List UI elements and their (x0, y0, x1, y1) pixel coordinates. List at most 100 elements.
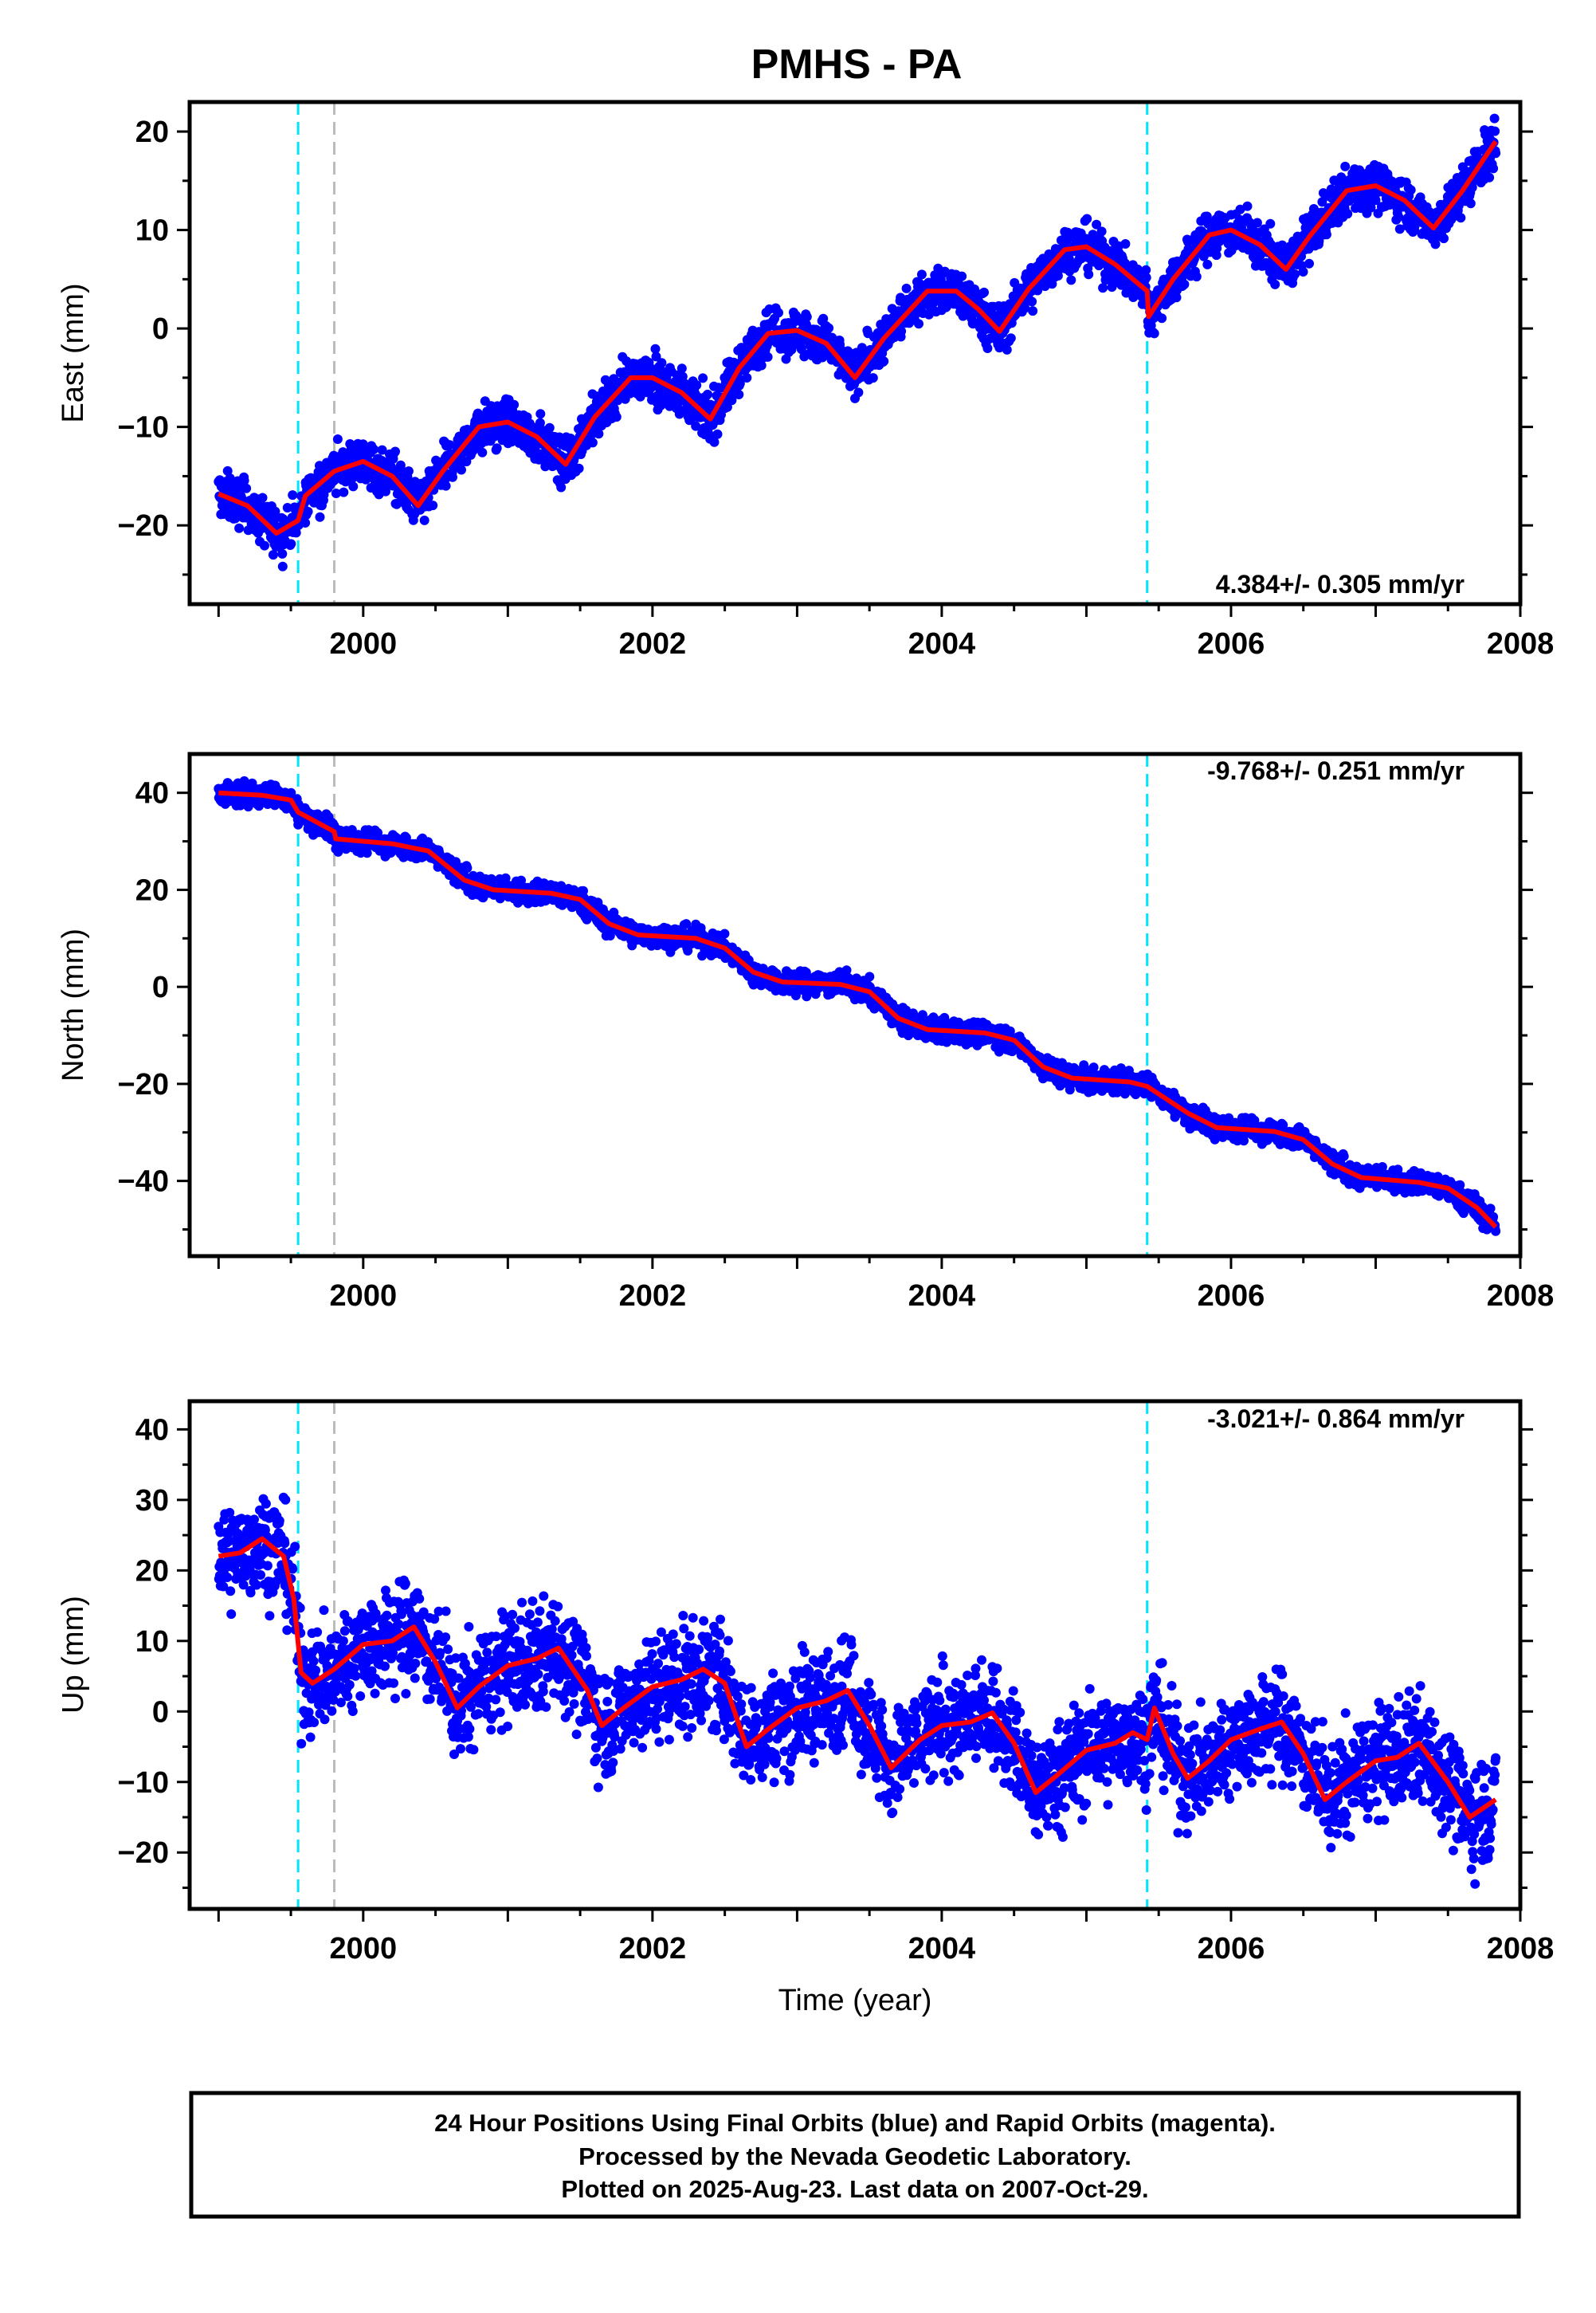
east-data-point (802, 312, 812, 322)
east-data-point (556, 482, 567, 493)
east-ytick-label: 0 (152, 312, 169, 346)
east-data-point (1242, 201, 1253, 211)
east-data-point (1157, 313, 1167, 324)
east-data-point (270, 506, 280, 516)
north-data-point (462, 863, 473, 873)
east-data-point (403, 466, 414, 477)
east-data-point (1191, 272, 1202, 282)
north-data-points (214, 754, 1501, 1256)
east-data-point (381, 486, 390, 497)
east-data-point (1456, 213, 1466, 223)
east-data-point (535, 409, 546, 419)
east-data-point (315, 512, 325, 522)
east-data-point (544, 422, 555, 433)
east-data-point (428, 501, 438, 511)
east-data-point (1270, 279, 1280, 289)
east-data-point (1490, 126, 1500, 136)
east-data-point (1120, 239, 1131, 249)
east-data-point (763, 351, 773, 362)
east-data-point (1006, 333, 1016, 344)
east-data-point (1141, 273, 1151, 283)
east-data-point (957, 271, 967, 281)
east-xtick-label: 2000 (330, 627, 398, 661)
east-data-point (853, 387, 864, 398)
east-data-point (268, 550, 278, 560)
east-data-point (650, 344, 661, 354)
east-data-point (535, 418, 545, 428)
east-data-point (1179, 279, 1190, 289)
east-data-point (916, 269, 927, 280)
east-data-point (555, 432, 565, 442)
east-data-point (901, 283, 912, 293)
east-data-point (260, 540, 269, 551)
east-data-point (1028, 306, 1038, 316)
north-data-point (720, 929, 730, 939)
east-data-point (676, 363, 687, 374)
east-xtick-label: 2002 (619, 627, 687, 661)
east-data-point (657, 358, 667, 368)
east-data-point (222, 465, 233, 476)
east-ylabel: East (mm) (57, 283, 90, 422)
east-data-point (691, 421, 701, 431)
east-data-point (1465, 198, 1476, 209)
east-data-point (358, 439, 368, 450)
east-data-point (331, 489, 341, 498)
east-data-point (448, 472, 457, 482)
east-data-point (277, 561, 288, 571)
east-data-point (1343, 209, 1353, 219)
east-data-point (286, 539, 296, 549)
east-rate-label: 4.384+/- 0.305 mm/yr (1216, 570, 1465, 599)
east-ytick-label: 10 (135, 214, 169, 248)
east-data-point (651, 351, 661, 362)
east-xtick-label: 2008 (1487, 627, 1555, 661)
east-ytick-label: 20 (135, 116, 169, 149)
east-data-point (441, 481, 451, 491)
east-data-point (339, 487, 349, 497)
east-data-point (1202, 259, 1213, 269)
east-data-point (896, 326, 907, 336)
east-data-point (1340, 161, 1351, 171)
east-data-point (1439, 234, 1449, 244)
east-data-point (1084, 269, 1094, 280)
east-data-point (303, 506, 313, 516)
east-data-point (709, 437, 720, 447)
east-data-point (1406, 185, 1416, 195)
east-data-point (477, 447, 488, 457)
east-data-point (574, 463, 584, 473)
east-data-point (698, 373, 708, 383)
east-data-point (1484, 172, 1495, 183)
east-data-point (369, 444, 379, 454)
east-data-point (445, 440, 455, 450)
east-data-point (914, 319, 923, 329)
east-data-point (288, 490, 298, 501)
east-data-point (1096, 226, 1107, 237)
east-data-point (239, 476, 249, 485)
east-data-point (734, 390, 744, 399)
east-data-point (348, 481, 359, 492)
east-xtick-label: 2006 (1198, 627, 1265, 661)
east-xtick-label: 2004 (908, 627, 976, 661)
east-data-point (300, 518, 311, 528)
east-data-point (1066, 275, 1076, 285)
east-data-point (277, 548, 288, 559)
east-data-point (377, 445, 387, 455)
east-data-point (390, 446, 400, 457)
east-data-point (868, 373, 878, 383)
east-data-point (587, 438, 598, 448)
east-data-points (214, 102, 1501, 604)
east-data-point (457, 465, 466, 475)
east-data-point (1149, 328, 1159, 339)
east-data-point (291, 528, 301, 538)
east-data-point (1321, 230, 1331, 240)
north-data-point (865, 972, 875, 982)
east-data-point (1002, 344, 1012, 355)
east-data-point (979, 287, 989, 297)
east-data-point (282, 503, 292, 512)
east-data-point (257, 493, 268, 503)
east-data-point (1488, 163, 1499, 174)
east-data-point (509, 399, 520, 410)
east-data-point (419, 515, 429, 525)
east-data-point (824, 323, 834, 333)
